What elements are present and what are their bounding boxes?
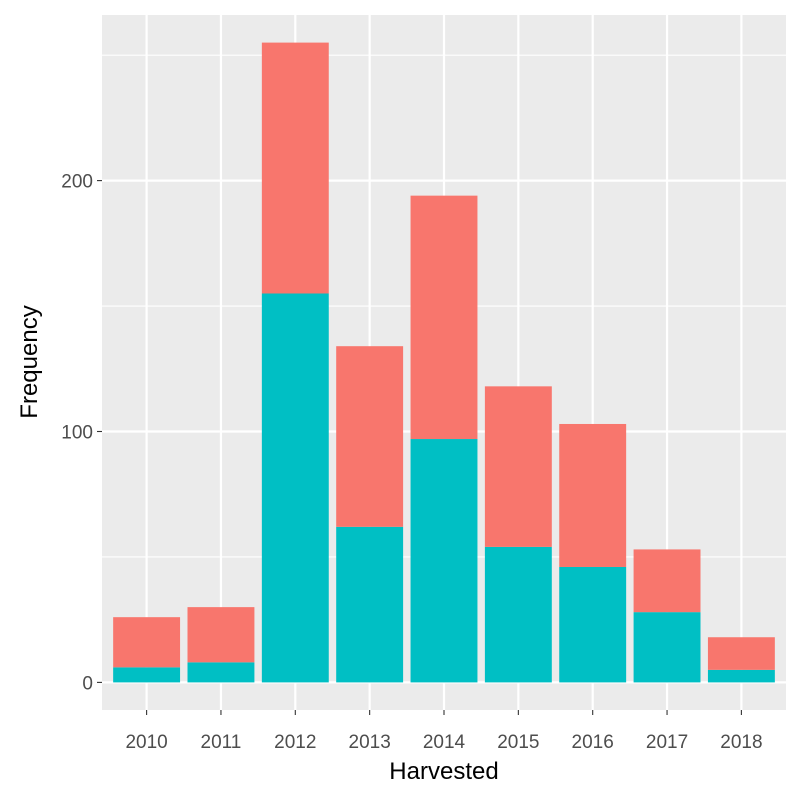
x-tick-label: 2018 [720, 732, 762, 753]
bar-segment [410, 439, 478, 683]
bar-segment [410, 195, 478, 440]
bar-segment [336, 526, 404, 683]
bar-segment [261, 42, 329, 294]
bar-segment [113, 667, 181, 683]
bar-segment [187, 607, 255, 663]
x-tick-label: 2013 [349, 732, 391, 753]
bar-segment [633, 549, 701, 613]
bar-segment [707, 637, 775, 670]
bar-segment [336, 346, 404, 527]
bar-segment [484, 386, 552, 547]
bar-segment [113, 617, 181, 668]
x-tick-label: 2014 [423, 732, 466, 753]
x-tick-label: 2010 [125, 732, 167, 753]
y-tick-label: 200 [61, 172, 93, 193]
x-tick-label: 2016 [572, 732, 614, 753]
bar-segment [484, 546, 552, 683]
x-tick-label: 2011 [201, 732, 242, 753]
bar-segment [187, 662, 255, 683]
bar-segment [559, 566, 627, 683]
x-axis-title: Harvested [389, 758, 498, 785]
bar-segment [559, 423, 627, 567]
bar-segment [707, 669, 775, 683]
x-tick-label: 2012 [274, 732, 316, 753]
x-tick-label: 2017 [646, 732, 688, 753]
bar-segment [261, 293, 329, 683]
y-tick-label: 0 [82, 673, 93, 694]
y-tick-label: 100 [61, 422, 93, 443]
y-axis-title: Frequency [16, 305, 43, 418]
bars [113, 42, 775, 683]
axes: 0 100 200 2010 2011 2012 2013 2014 2015 2016 2017 2… [61, 172, 762, 753]
x-tick-label: 2015 [497, 732, 539, 753]
bar-segment [633, 612, 701, 683]
